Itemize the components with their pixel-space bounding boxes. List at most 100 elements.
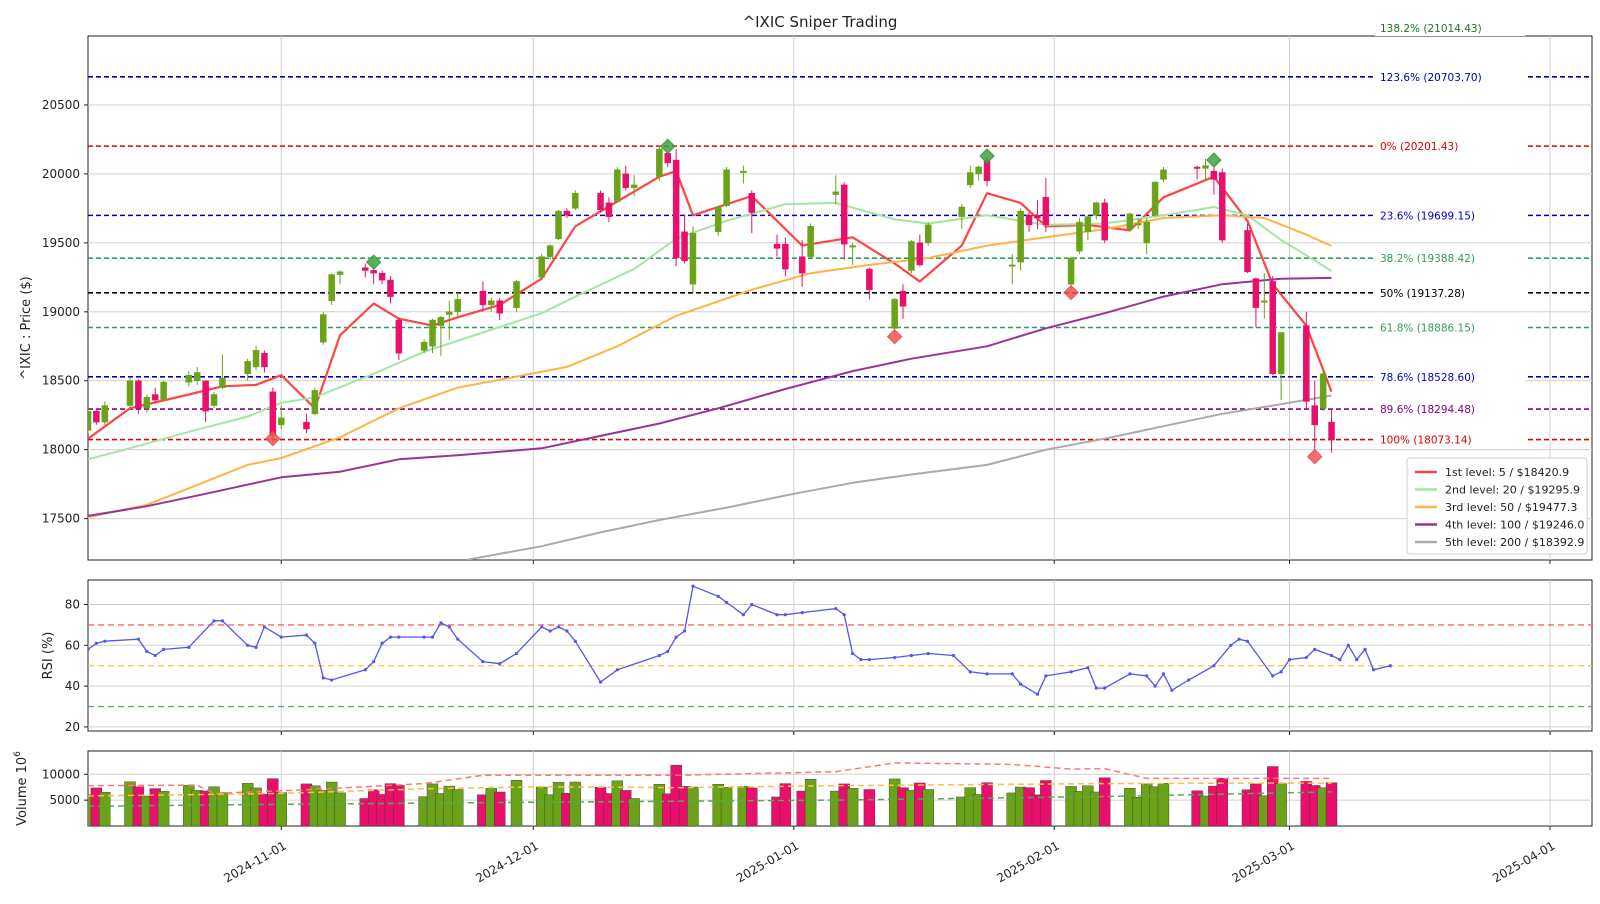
sell-signal-marker — [886, 328, 903, 345]
rsi-point — [1279, 670, 1283, 674]
buy-signal-marker — [1206, 152, 1222, 168]
rsi-point — [212, 619, 216, 623]
rsi-point — [783, 613, 787, 617]
rsi-point — [187, 645, 191, 649]
volume-bar — [687, 786, 699, 826]
rsi-point — [1044, 674, 1048, 678]
candle-body — [336, 271, 344, 275]
candle-body — [429, 319, 436, 347]
candle-body — [723, 169, 730, 206]
volume-bar — [863, 789, 876, 826]
candle-body — [1319, 373, 1327, 409]
rsi-point — [741, 613, 745, 617]
candle-body — [454, 299, 461, 313]
candle-body — [966, 172, 974, 186]
candle-body — [572, 192, 579, 209]
candle-body — [362, 267, 369, 271]
rsi-point — [321, 676, 325, 680]
candle-body — [1101, 202, 1108, 241]
volume-bar — [393, 785, 405, 826]
rsi-point — [1170, 688, 1174, 692]
rsi-point — [598, 680, 603, 684]
sell-signal-marker — [1306, 448, 1323, 465]
rsi-point — [775, 613, 779, 617]
rsi-point — [540, 625, 544, 629]
candle-body — [1261, 300, 1268, 303]
candle-body — [1303, 325, 1310, 402]
rsi-point — [153, 653, 157, 658]
candle-body — [1067, 257, 1075, 285]
candle-body — [193, 372, 201, 381]
rsi-point — [716, 594, 720, 598]
candle-body — [748, 192, 756, 213]
rsi-point — [556, 625, 561, 629]
rsi-point — [1346, 643, 1350, 647]
candle-body — [1160, 169, 1167, 180]
candle-body — [1252, 278, 1260, 308]
x-tick-label: 2025-01-01 — [734, 838, 801, 885]
candle-body — [891, 299, 898, 329]
rsi-point — [909, 653, 914, 658]
rsi-point — [439, 621, 443, 625]
candle-body — [849, 245, 856, 248]
price-series-group — [88, 138, 1335, 560]
fib-label-bg — [1375, 286, 1525, 301]
x-tick-label: 2025-04-01 — [1490, 838, 1557, 885]
candle-body — [395, 319, 403, 354]
volume-bar — [1040, 780, 1052, 826]
candle-body — [1017, 210, 1024, 263]
rsi-point — [1388, 664, 1392, 668]
rsi-panel-frame — [87, 579, 1593, 732]
rsi-point — [1237, 637, 1241, 641]
candle-body — [782, 243, 789, 270]
rsi-point — [481, 660, 485, 664]
x-tick-label: 2024-11-01 — [221, 838, 288, 885]
candle-body — [151, 394, 159, 401]
rsi-point — [1229, 643, 1233, 647]
candle-body — [689, 232, 697, 285]
volume-y-tick-label: 5000 — [49, 793, 80, 807]
rsi-point — [456, 637, 460, 641]
rsi-point — [279, 635, 283, 639]
rsi-point — [565, 629, 569, 633]
volume-series-group — [88, 762, 1338, 826]
candle-body — [630, 184, 638, 188]
candle-body — [1076, 221, 1083, 252]
fib-label-bg — [1375, 433, 1525, 448]
candle-body — [908, 241, 915, 271]
candle-body — [1269, 281, 1276, 375]
candle-body — [975, 166, 982, 175]
fib-label-bg — [1375, 252, 1525, 267]
candle-body — [664, 152, 672, 164]
candle-body — [261, 352, 268, 368]
candle-body — [1084, 216, 1092, 233]
candle-body — [672, 159, 680, 259]
rsi-point — [372, 660, 376, 664]
candle-body — [210, 394, 218, 406]
rsi-series-group — [88, 584, 1392, 696]
candle-body — [1244, 230, 1251, 273]
volume-bar — [216, 792, 229, 826]
x-tick-label: 2024-12-01 — [473, 838, 540, 885]
rsi-point — [1094, 686, 1098, 690]
rsi-point — [94, 641, 99, 645]
candle-body — [143, 397, 151, 409]
rsi-point — [162, 647, 166, 651]
candle-body — [513, 281, 520, 308]
candle-body — [605, 202, 613, 217]
candle-body — [1034, 215, 1041, 219]
candle-body — [88, 410, 92, 431]
candle-body — [1135, 223, 1142, 226]
rsi-point — [851, 651, 855, 656]
fib-level-label: 61.8% (18886.15) — [1380, 322, 1475, 334]
candle-body — [160, 381, 167, 401]
fib-label-bg — [1375, 209, 1525, 224]
candle-body — [479, 290, 487, 306]
rsi-point — [1338, 657, 1342, 662]
rsi-point — [1304, 655, 1308, 660]
candle-body — [135, 380, 142, 409]
rsi-point — [666, 649, 670, 654]
sell-signal-marker — [1063, 284, 1079, 301]
volume-average-line — [88, 762, 1332, 795]
volume-bar — [1216, 778, 1229, 826]
